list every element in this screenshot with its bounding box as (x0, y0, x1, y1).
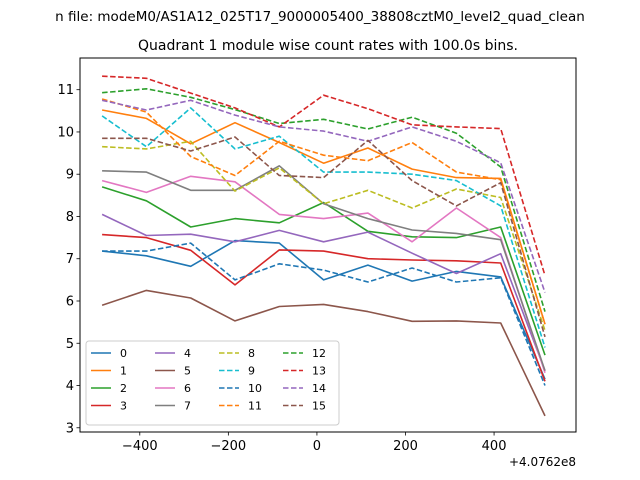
legend-label-4: 4 (184, 347, 191, 360)
plot-frame (79, 57, 577, 433)
y-tick-label: 6 (66, 294, 74, 309)
y-tick-label: 10 (57, 125, 74, 140)
legend-label-8: 8 (248, 347, 255, 360)
y-tick-label: 8 (66, 210, 74, 225)
x-tick-label: 200 (393, 439, 418, 454)
chart-suptitle: n file: modeM0/AS1A12_025T17_9000005400_… (55, 9, 585, 25)
series-line-9 (101, 107, 546, 348)
series-lines (101, 75, 546, 417)
y-tick-label: 7 (66, 252, 74, 267)
legend-label-11: 11 (248, 400, 262, 413)
series-line-14 (101, 99, 546, 293)
legend-label-1: 1 (120, 365, 127, 378)
series-line-13 (102, 75, 546, 276)
series-line-7 (102, 165, 546, 371)
y-tick-label: 9 (66, 168, 74, 183)
legend-label-2: 2 (120, 382, 127, 395)
y-tick-label: 5 (66, 337, 74, 352)
series-line-5 (101, 289, 546, 417)
series-line-2 (101, 186, 546, 356)
x-tick-label: −400 (122, 439, 158, 454)
legend-label-14: 14 (312, 382, 326, 395)
y-tick-label: 4 (66, 379, 74, 394)
series-line-12 (102, 88, 546, 312)
series-line-4 (101, 213, 546, 371)
legend-label-10: 10 (248, 382, 262, 395)
legend-label-12: 12 (312, 347, 326, 360)
x-offset-label: +4.0762e8 (509, 455, 576, 469)
series-line-15 (102, 136, 546, 338)
series-line-11 (101, 98, 546, 325)
legend-label-3: 3 (120, 400, 127, 413)
x-axis-ticks: −400 −200 0 200 400 (122, 432, 507, 454)
y-axis-ticks: 3 4 5 6 7 8 9 10 11 (57, 83, 80, 436)
series-line-0 (102, 239, 546, 380)
series-line-1 (101, 109, 546, 325)
legend-label-0: 0 (120, 347, 127, 360)
x-tick-label: −200 (210, 439, 246, 454)
x-tick-label: 400 (482, 439, 507, 454)
y-tick-label: 11 (57, 83, 74, 98)
legend-label-15: 15 (312, 400, 326, 413)
chart-title: Quadrant 1 module wise count rates with … (138, 38, 518, 54)
legend-label-7: 7 (184, 400, 191, 413)
legend-label-13: 13 (312, 365, 326, 378)
series-line-10 (102, 242, 546, 386)
legend-label-6: 6 (184, 382, 191, 395)
legend-label-9: 9 (248, 365, 255, 378)
series-line-6 (101, 175, 546, 374)
legend-box (85, 340, 340, 426)
x-tick-label: 0 (313, 439, 321, 454)
legend-label-5: 5 (184, 365, 191, 378)
y-tick-label: 3 (66, 421, 74, 436)
series-line-8 (102, 140, 546, 331)
